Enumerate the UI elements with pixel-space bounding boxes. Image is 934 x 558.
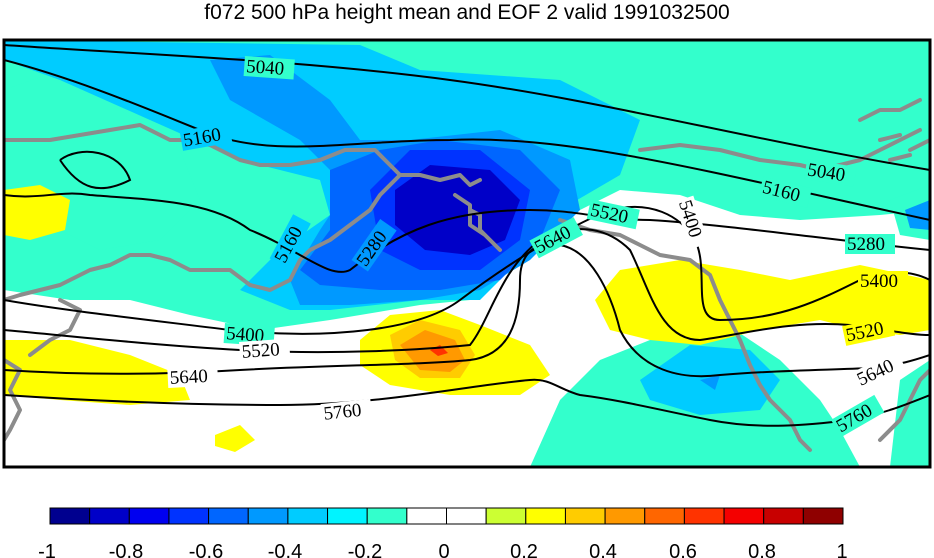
negative-field-bottom-right	[890, 360, 930, 467]
colorbar-tick-label: 0.4	[589, 541, 617, 558]
colorbar-tick-labels: -1 -0.8 -0.6 -0.4 -0.2 0 0.2 0.4 0.6 0.8…	[38, 541, 847, 558]
colorbar-tick-label: -0.8	[109, 541, 143, 558]
colorbar-swatch	[446, 507, 487, 525]
colorbar	[49, 507, 844, 525]
map-panel: 5040 5040 5160 5160 5160 5280 5280 5400 …	[4, 40, 930, 467]
contour-5040	[4, 44, 930, 171]
contour-label: 5280	[847, 234, 885, 255]
contour-label: 5400	[860, 271, 898, 292]
colorbar-swatch	[49, 507, 91, 525]
coastline-southwest	[28, 298, 82, 357]
negative-field-right-core	[905, 200, 930, 230]
coastline-south-east	[878, 368, 930, 442]
coastline-east-islands	[858, 98, 930, 162]
contour-label: 5400	[226, 323, 265, 347]
colorbar-swatch	[683, 507, 725, 525]
page-title: f072 500 hPa height mean and EOF 2 valid…	[204, 1, 730, 24]
contour-5160	[4, 59, 930, 221]
colorbar-swatch	[327, 507, 368, 525]
positive-field-bottom-left	[4, 340, 190, 405]
colorbar-swatch	[564, 507, 606, 525]
colorbar-swatch	[763, 507, 804, 525]
colorbar-swatch	[208, 507, 249, 525]
coastline-west	[4, 358, 22, 442]
colorbar-swatch	[485, 507, 527, 525]
colorbar-tick-label: -0.6	[189, 541, 223, 558]
colorbar-tick-label: 0.6	[669, 541, 697, 558]
colorbar-tick-label: 0	[438, 541, 449, 558]
contour-label: 5640	[169, 366, 208, 389]
colorbar-tick-label: -0.2	[348, 541, 382, 558]
negative-field-core-inner	[395, 165, 520, 255]
colorbar-tick-label: -0.4	[268, 541, 302, 558]
colorbar-swatch	[247, 507, 289, 525]
contour-5160-loop	[59, 150, 132, 190]
colorbar-tick-label: 0.8	[748, 541, 776, 558]
contour-label: 5520	[241, 339, 280, 363]
eof-shading	[4, 40, 930, 467]
positive-field-small	[215, 425, 255, 452]
negative-field-bottom-core	[700, 375, 720, 390]
colorbar-tick-label: 1	[836, 541, 847, 558]
colorbar-swatch	[525, 507, 566, 525]
coastline-west-coast	[4, 173, 402, 302]
coastline-arc	[453, 193, 502, 252]
positive-field-left	[4, 185, 70, 240]
colorbar-swatch	[287, 507, 329, 525]
coastline-north	[4, 123, 482, 187]
colorbar-tick-label: 0.2	[510, 541, 538, 558]
contour-label: 5040	[246, 56, 285, 80]
colorbar-swatch	[604, 507, 646, 525]
colorbar-swatch	[723, 507, 765, 525]
colorbar-swatch	[89, 507, 130, 525]
colorbar-swatch	[168, 507, 210, 525]
colorbar-swatch	[644, 507, 685, 525]
colorbar-swatch	[128, 507, 170, 525]
contour-label: 5760	[323, 400, 363, 425]
colorbar-swatch	[802, 507, 844, 525]
map-frame	[2, 38, 932, 469]
colorbar-swatch	[366, 507, 408, 525]
colorbar-swatch	[406, 507, 448, 525]
colorbar-tick-label: -1	[38, 541, 56, 558]
